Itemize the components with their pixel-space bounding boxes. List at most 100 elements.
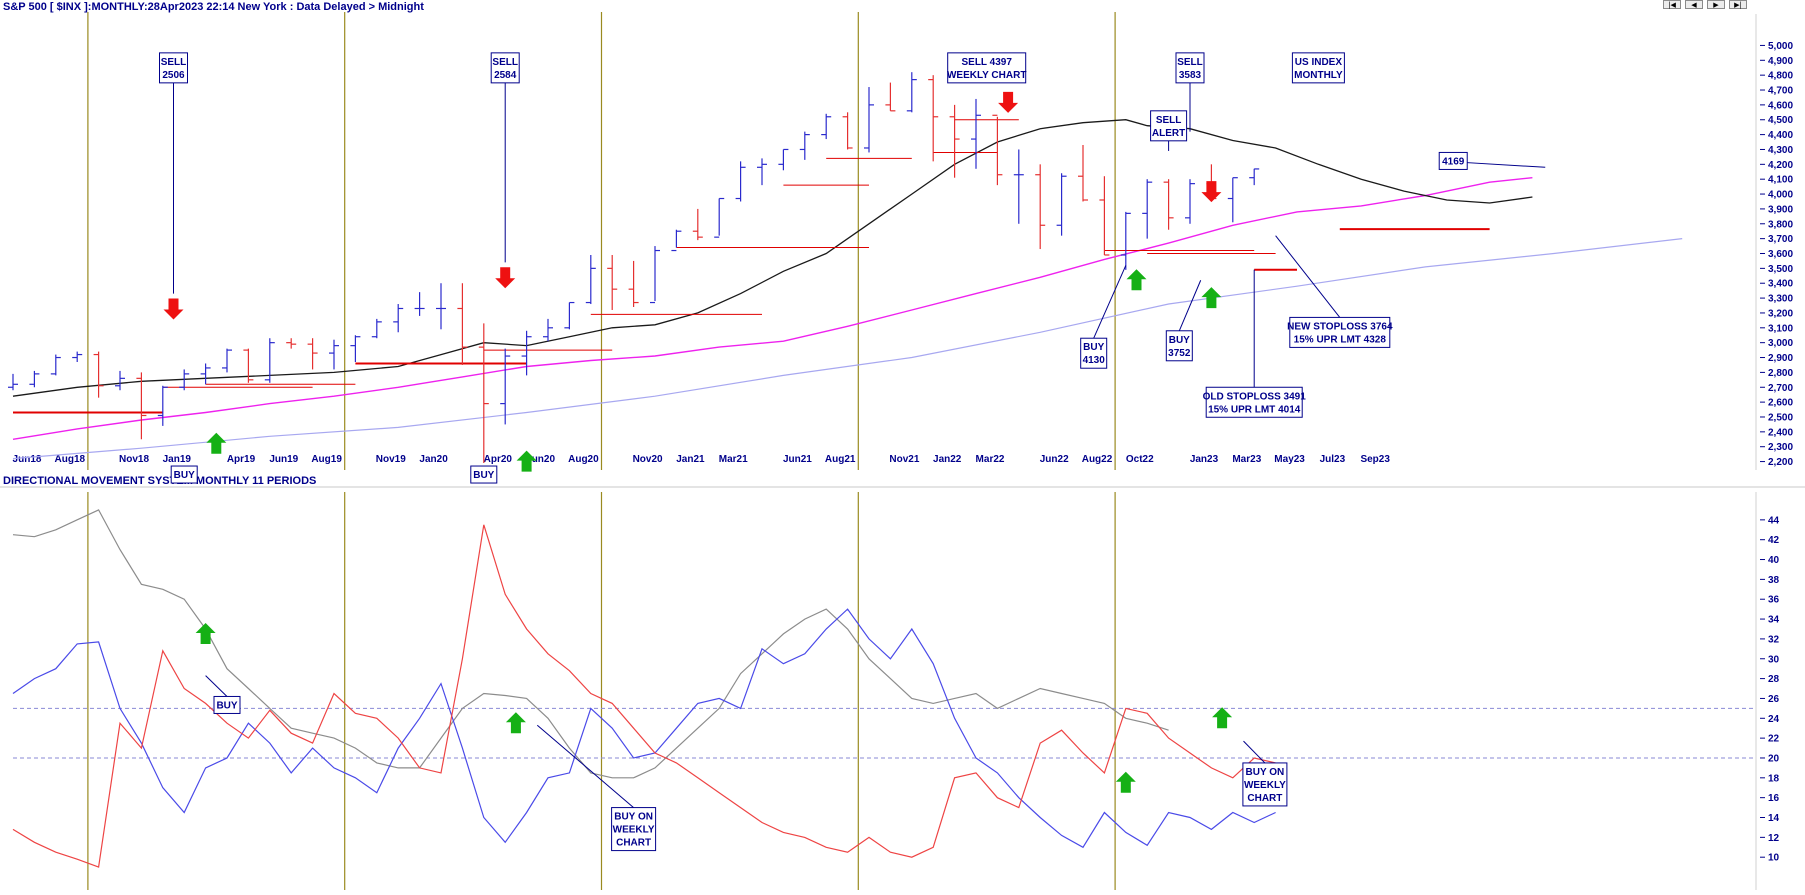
- ohlc-bar: [414, 292, 425, 316]
- dmi-tick-label: 14: [1768, 813, 1780, 824]
- ohlc-bar: [8, 373, 18, 391]
- annotation-text: 4169: [1442, 156, 1465, 167]
- ohlc-bar: [179, 369, 190, 391]
- annotation-text: BUY: [1083, 342, 1104, 353]
- annotation-text: NEW STOPLOSS 3764: [1287, 321, 1393, 332]
- price-tick-label: 2,300: [1768, 442, 1793, 453]
- annotation-box: SELL 2584: [490, 52, 520, 263]
- dmi-tick-label: 22: [1768, 734, 1780, 745]
- ohlc-bar: [307, 338, 318, 370]
- annotation-leader: [1178, 280, 1202, 331]
- buy-arrow-up-icon: [516, 450, 537, 472]
- price-tick-label: 4,400: [1768, 130, 1793, 141]
- annotation-text: CHART: [1247, 793, 1282, 804]
- annotation-box: BUY: [170, 465, 198, 484]
- sell-arrow-down-icon: [163, 298, 184, 320]
- price-tick-label: 3,500: [1768, 264, 1793, 275]
- annotation-text: CHART: [616, 838, 651, 849]
- x-tick-label: Jan19: [163, 454, 192, 465]
- ma-long-line: [12, 238, 1683, 460]
- x-tick-label: Mar22: [976, 454, 1005, 465]
- dmi-tick-label: 42: [1768, 535, 1780, 546]
- annotation-text: 3752: [1168, 348, 1191, 359]
- ohlc-bar: [1142, 179, 1153, 239]
- x-tick-label: Aug18: [55, 454, 86, 465]
- ohlc-bar: [115, 370, 125, 391]
- ma-short-line: [12, 119, 1533, 397]
- ohlc-bar: [521, 330, 532, 376]
- ohlc-bar: [1249, 168, 1260, 186]
- x-tick-label: Nov18: [119, 454, 149, 465]
- ohlc-bar: [200, 363, 211, 385]
- annotation-text: OLD STOPLOSS 3491: [1203, 391, 1307, 402]
- ohlc-bar: [1056, 173, 1067, 236]
- annotation-leader: [205, 675, 228, 697]
- first-button[interactable]: |◀: [1663, 0, 1681, 9]
- price-tick-label: 3,400: [1768, 279, 1793, 290]
- price-tick-label: 4,300: [1768, 145, 1793, 156]
- annotation-frame: [490, 52, 520, 84]
- ohlc-bar: [906, 72, 917, 113]
- annotation-frame: [1438, 151, 1468, 170]
- annotation-box: US INDEX MONTHLY: [1291, 52, 1345, 84]
- dmi-panel: 10 12 14 16 18 20 22 24 26 28 30 32 34 36 38 40 42 44 BUY B…: [12, 492, 1780, 890]
- x-tick-label: Nov19: [376, 454, 406, 465]
- annotation-box: SELL 3583: [1175, 52, 1205, 132]
- annotation-box: 4169: [1438, 151, 1546, 170]
- annotation-frame: [159, 52, 188, 84]
- x-tick-label: Jun18: [13, 454, 42, 465]
- annotation-frame: [1242, 762, 1288, 807]
- annotation-frame: [1175, 52, 1205, 84]
- next-button[interactable]: ▶: [1707, 0, 1725, 9]
- annotation-text: BUY ON: [1246, 767, 1285, 778]
- annotation-text: 2584: [494, 70, 517, 81]
- price-tick-label: 3,200: [1768, 308, 1793, 319]
- price-tick-label: 4,600: [1768, 100, 1793, 111]
- ohlc-bar: [436, 283, 446, 330]
- price-tick-label: 4,100: [1768, 175, 1793, 186]
- ohlc-bar: [650, 246, 660, 304]
- annotation-text: SELL: [492, 57, 518, 68]
- x-tick-label: Mar23: [1232, 454, 1261, 465]
- prev-button[interactable]: ◀: [1685, 0, 1703, 9]
- dmi-tick-label: 24: [1768, 714, 1780, 725]
- annotation-box: NEW STOPLOSS 3764 15% UPR LMT 4328: [1275, 235, 1393, 348]
- buy-arrow-up-icon: [1115, 771, 1136, 793]
- price-panel: 2,200 2,300 2,400 2,500 2,600 2,700 2,800 2,900…: [0, 12, 1805, 488]
- annotation-leader: [1093, 265, 1127, 339]
- last-button[interactable]: ▶|: [1729, 0, 1747, 9]
- annotation-text: BUY: [1169, 335, 1190, 346]
- annotation-text: 15% UPR LMT 4328: [1294, 334, 1387, 345]
- ohlc-bar: [949, 104, 960, 178]
- ohlc-bar: [50, 354, 61, 376]
- ohlc-bar: [243, 348, 254, 383]
- annotation-box: BUY ON WEEKLY CHART: [536, 724, 657, 852]
- bottom-chart-title: DIRECTIONAL MOVEMENT SYSTEM MONTHLY 11 P…: [3, 475, 316, 487]
- price-tick-label: 4,900: [1768, 56, 1793, 67]
- x-tick-label: Jan20: [419, 454, 448, 465]
- annotation-frame: [470, 465, 498, 484]
- annotation-box: BUY 4130: [1080, 265, 1127, 369]
- price-tick-label: 4,700: [1768, 86, 1793, 97]
- x-tick-label: May23: [1274, 454, 1305, 465]
- x-tick-label: Mar21: [719, 454, 748, 465]
- price-tick-label: 4,000: [1768, 190, 1793, 201]
- dmi-tick-label: 32: [1768, 634, 1780, 645]
- annotation-text: BUY: [473, 470, 494, 481]
- ohlc-bar: [157, 385, 168, 426]
- x-tick-label: Apr19: [227, 454, 256, 465]
- annotation-frame: [1080, 337, 1108, 369]
- annotation-text: ALERT: [1152, 128, 1185, 139]
- annotation-text: WEEKLY CHART: [947, 70, 1026, 81]
- x-tick-label: Sep23: [1360, 454, 1390, 465]
- annotation-frame: [1150, 110, 1188, 142]
- annotation-text: SELL: [161, 57, 187, 68]
- ohlc-bar: [992, 114, 1003, 186]
- buy-arrow-up-icon: [1201, 287, 1222, 309]
- price-tick-label: 2,400: [1768, 427, 1793, 438]
- price-tick-label: 3,100: [1768, 323, 1793, 334]
- dmi-tick-label: 20: [1768, 753, 1780, 764]
- annotation-text: US INDEX: [1295, 57, 1343, 68]
- top-chart-title: S&P 500 [ $INX ]:MONTHLY:28Apr2023 22:14…: [3, 1, 424, 13]
